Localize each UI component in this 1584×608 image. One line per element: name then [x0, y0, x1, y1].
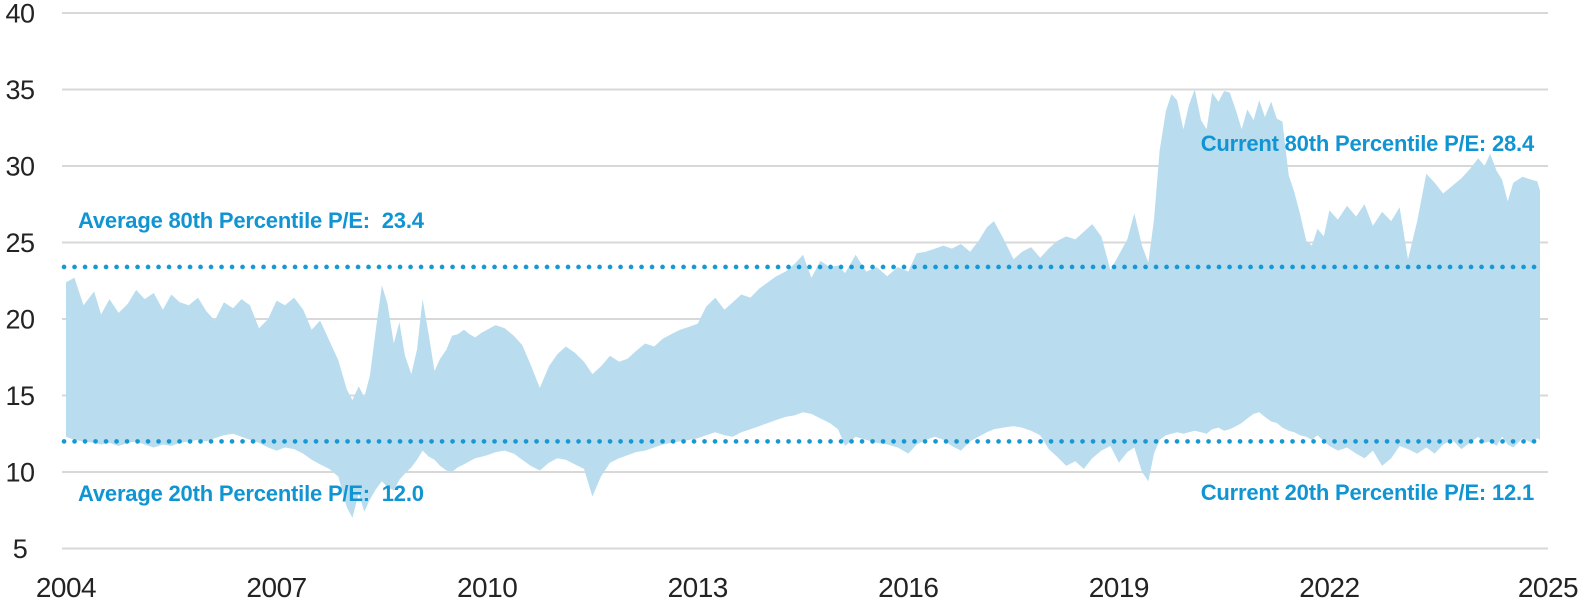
y-axis-label-40: 40 — [5, 0, 34, 29]
y-axis-label-30: 30 — [5, 152, 34, 182]
x-axis-label-2022: 2022 — [1299, 572, 1359, 603]
x-axis-label-2013: 2013 — [668, 572, 728, 603]
annotation-average-20th-percentile: Average 20th Percentile P/E: 12.0 — [78, 481, 424, 506]
x-axis-label-2010: 2010 — [457, 572, 517, 603]
percentile-band-area — [66, 89, 1540, 518]
y-axis-label-10: 10 — [5, 458, 34, 488]
y-axis-label-35: 35 — [5, 75, 34, 105]
y-axis-label-20: 20 — [5, 305, 34, 335]
annotation-current-80th-percentile: Current 80th Percentile P/E: 28.4 — [1200, 131, 1535, 156]
y-axis-label-5: 5 — [13, 534, 28, 564]
annotation-current-20th-percentile: Current 20th Percentile P/E: 12.1 — [1200, 480, 1535, 505]
x-axis-label-2004: 2004 — [36, 572, 96, 603]
annotation-average-80th-percentile: Average 80th Percentile P/E: 23.4 — [78, 208, 424, 233]
x-axis-label-2019: 2019 — [1089, 572, 1149, 603]
x-axis-label-2016: 2016 — [878, 572, 938, 603]
y-axis-label-25: 25 — [5, 228, 34, 258]
x-axis-label-2007: 2007 — [246, 572, 306, 603]
y-axis-label-15: 15 — [5, 381, 34, 411]
x-axis-label-2025: 2025 — [1518, 572, 1578, 603]
